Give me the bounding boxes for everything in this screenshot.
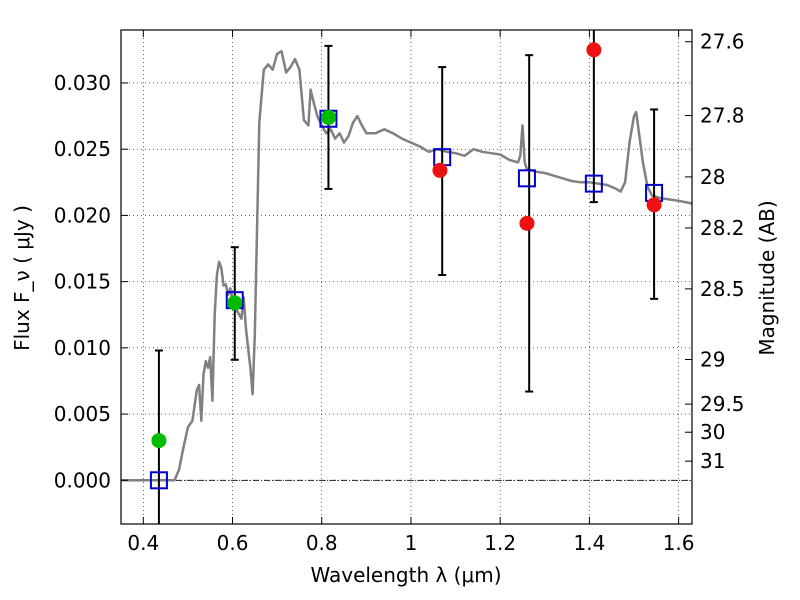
plot-frame [120,29,693,525]
model-point-box [149,471,168,490]
photometry-points [151,42,662,449]
mag-tick-label: 29 [700,348,725,372]
magnitude-tick-labels: 27.6 27.8 28 28.2 28.5 29 29.5 30 31 [700,30,745,473]
spectrum-line [121,49,693,482]
mag-tick-label: 29.5 [700,392,745,416]
nondetection-point [432,162,448,178]
mag-tick-label: 30 [700,420,725,444]
mag-tick-label: 27.6 [700,30,745,54]
y-tick-label: 0.020 [54,203,111,227]
detection-point [320,109,336,125]
model-point-box [517,169,536,188]
detection-point [227,295,243,311]
x-tick-label: 0.6 [217,531,249,555]
mag-tick-label: 28.2 [700,216,745,240]
errorbar [589,30,598,204]
nondetection-point [519,215,535,231]
x-tick-label: 0.8 [306,531,338,555]
y-tick-label: 0.030 [54,71,111,95]
mag-tick-label: 28 [700,165,725,189]
grid [121,30,692,524]
mag-tick-label: 28.5 [700,277,745,301]
nondetection-point [646,197,662,213]
detection-point [151,433,167,449]
model-point-box [584,174,603,193]
mag-tick-label: 31 [700,449,725,473]
y-tick-label: 0.015 [54,270,111,294]
errorbars [154,30,659,524]
model-points [149,109,664,490]
y-axis-title: Flux F_ν ( μJy ) [10,205,34,351]
mag-tick-label: 27.8 [700,104,745,128]
x-tick-labels: 0.4 0.6 0.8 1 1.2 1.4 1.6 [127,531,694,555]
x-tick-label: 1.6 [663,531,695,555]
nondetection-point [586,42,602,58]
y-tick-label: 0.010 [54,336,111,360]
y-tick-label: 0.025 [54,137,111,161]
y-tick-label: 0.005 [54,402,111,426]
y-tick-labels: 0.000 0.005 0.010 0.015 0.020 0.025 0.030 [54,71,111,492]
ticks [121,30,692,524]
x-tick-label: 1.2 [484,531,516,555]
x-axis-title: Wavelength λ (μm) [310,563,501,587]
y2-axis-title: Magnitude (AB) [755,200,779,355]
x-tick-label: 1 [405,531,418,555]
x-tick-label: 0.4 [127,531,159,555]
x-tick-label: 1.4 [573,531,605,555]
y-tick-label: 0.000 [54,468,111,492]
